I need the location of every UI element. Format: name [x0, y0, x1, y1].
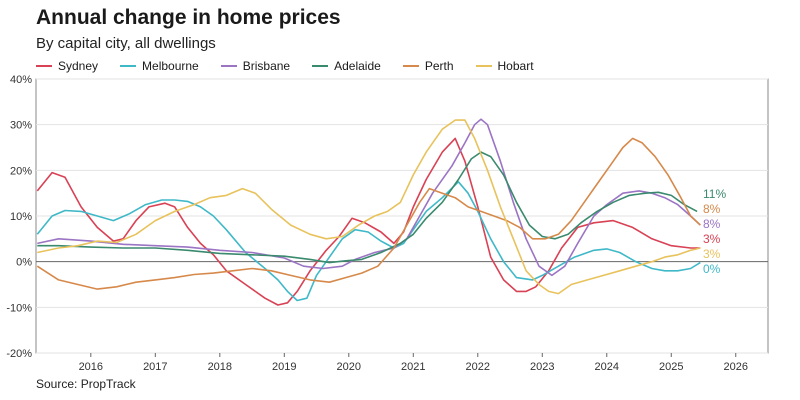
legend-item-perth: Perth — [402, 59, 454, 73]
end-label-perth: 8% — [703, 202, 721, 216]
y-tick-label: -20% — [6, 348, 32, 360]
x-tick-label: 2026 — [724, 361, 748, 373]
y-tick-label: 0% — [16, 257, 32, 269]
y-tick-label: 40% — [10, 74, 32, 86]
end-label-sydney: 3% — [703, 232, 721, 246]
x-tick-label: 2022 — [466, 361, 490, 373]
legend-label-perth: Perth — [424, 59, 454, 73]
x-tick-label: 2021 — [401, 361, 425, 373]
legend-item-hobart: Hobart — [475, 59, 534, 73]
legend-item-melbourne: Melbourne — [120, 59, 199, 73]
legend-label-sydney: Sydney — [58, 59, 99, 73]
y-tick-label: 30% — [10, 120, 32, 132]
x-tick-label: 2017 — [143, 361, 167, 373]
y-tick-label: 20% — [10, 165, 32, 177]
x-tick-label: 2018 — [208, 361, 232, 373]
legend-swatch-adelaide — [312, 65, 329, 67]
legend-item-brisbane: Brisbane — [220, 59, 291, 73]
end-label-brisbane: 8% — [703, 217, 721, 231]
x-tick-label: 2016 — [79, 361, 103, 373]
legend-label-adelaide: Adelaide — [334, 59, 381, 73]
legend-item-adelaide: Adelaide — [312, 59, 381, 73]
legend-label-melbourne: Melbourne — [142, 59, 199, 73]
chart-legend: Sydney Melbourne Brisbane Adelaide Perth… — [36, 59, 556, 73]
x-tick-label: 2024 — [595, 361, 619, 373]
legend-swatch-hobart — [475, 65, 492, 67]
end-label-melbourne: 0% — [703, 262, 721, 276]
series-line-perth — [36, 137, 701, 290]
series-line-sydney — [36, 137, 701, 306]
legend-label-hobart: Hobart — [497, 59, 534, 73]
y-tick-label: -10% — [6, 302, 32, 314]
x-tick-label: 2019 — [272, 361, 296, 373]
series-line-melbourne — [36, 181, 701, 302]
series-line-adelaide — [37, 151, 698, 264]
end-label-hobart: 3% — [703, 247, 721, 261]
y-tick-label: 10% — [10, 211, 32, 223]
legend-label-brisbane: Brisbane — [242, 59, 291, 73]
legend-swatch-sydney — [36, 65, 52, 67]
x-tick-label: 2020 — [337, 361, 361, 373]
legend-swatch-brisbane — [220, 65, 237, 67]
chart-subtitle: By capital city, all dwellings — [36, 35, 216, 52]
series-line-hobart — [37, 119, 701, 295]
legend-swatch-melbourne — [120, 65, 137, 67]
legend-swatch-perth — [402, 65, 419, 67]
series-line-brisbane — [37, 118, 701, 277]
x-tick-label: 2023 — [530, 361, 554, 373]
x-tick-label: 2025 — [659, 361, 683, 373]
legend-item-sydney: Sydney — [36, 59, 98, 73]
end-label-adelaide: 11% — [703, 187, 726, 201]
source-note: Source: PropTrack — [36, 377, 136, 391]
chart-title: Annual change in home prices — [36, 6, 341, 29]
